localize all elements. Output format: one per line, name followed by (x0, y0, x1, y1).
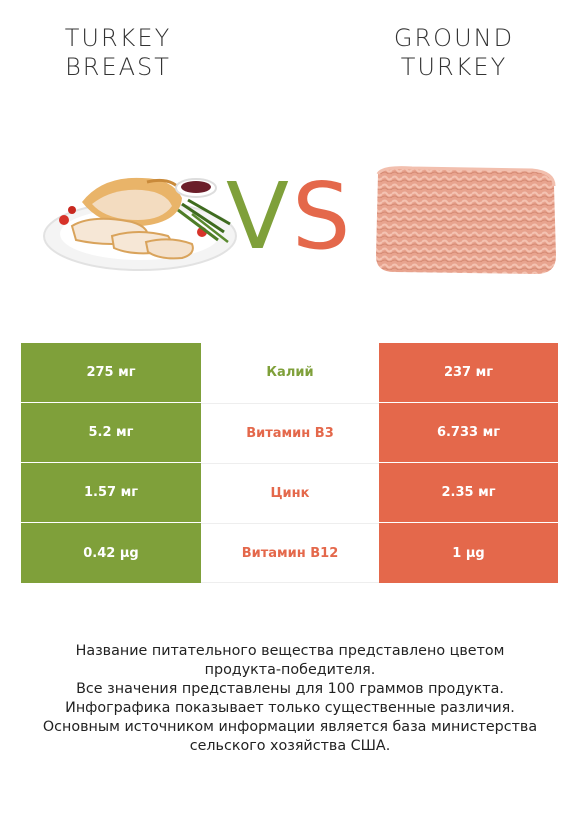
turkey-breast-plate-icon (43, 177, 237, 271)
left-value: 5.2 мг (21, 403, 201, 462)
left-value: 0.42 µg (21, 523, 201, 583)
left-title-line-2: BREAST (65, 53, 171, 81)
left-value: 275 мг (21, 343, 201, 402)
footnote-line: сельского хозяйства США. (189, 738, 391, 754)
vs-v: V (226, 168, 289, 258)
footnote-line: Все значения представлены для 100 граммо… (76, 681, 504, 697)
table-row: 5.2 мг Витамин B3 6.733 мг (21, 403, 558, 463)
footnote-line: продукта-победителя. (204, 662, 376, 678)
right-value: 237 мг (379, 343, 558, 402)
nutrient-name: Цинк (201, 463, 379, 522)
table-row: 0.42 µg Витамин B12 1 µg (21, 523, 558, 583)
nutrient-name: Витамин B12 (201, 523, 379, 583)
nutrient-comparison-table: 275 мг Калий 237 мг 5.2 мг Витамин B3 6.… (21, 343, 558, 583)
right-product-title: GROUND TURKEY (344, 24, 564, 82)
right-value: 1 µg (379, 523, 558, 583)
nutrient-name: Калий (201, 343, 379, 402)
table-row: 275 мг Калий 237 мг (21, 343, 558, 403)
table-row: 1.57 мг Цинк 2.35 мг (21, 463, 558, 523)
left-title-line-1: TURKEY (64, 24, 172, 52)
nutrient-name: Витамин B3 (201, 403, 379, 462)
vs-s: S (292, 168, 350, 258)
footnote: Название питательного вещества представл… (10, 642, 570, 756)
ground-turkey-icon (376, 166, 556, 274)
right-value: 6.733 мг (379, 403, 558, 462)
right-value: 2.35 мг (379, 463, 558, 522)
left-product-title: TURKEY BREAST (8, 24, 228, 82)
right-title-line-2: TURKEY (400, 53, 508, 81)
footnote-line: Основным источником информации является … (42, 719, 538, 735)
footnote-line: Название питательного вещества представл… (75, 643, 505, 659)
left-value: 1.57 мг (21, 463, 201, 522)
right-title-line-1: GROUND (393, 24, 515, 52)
vs-label: V S (226, 168, 350, 258)
footnote-line: Инфографика показывает только существенн… (65, 700, 515, 716)
